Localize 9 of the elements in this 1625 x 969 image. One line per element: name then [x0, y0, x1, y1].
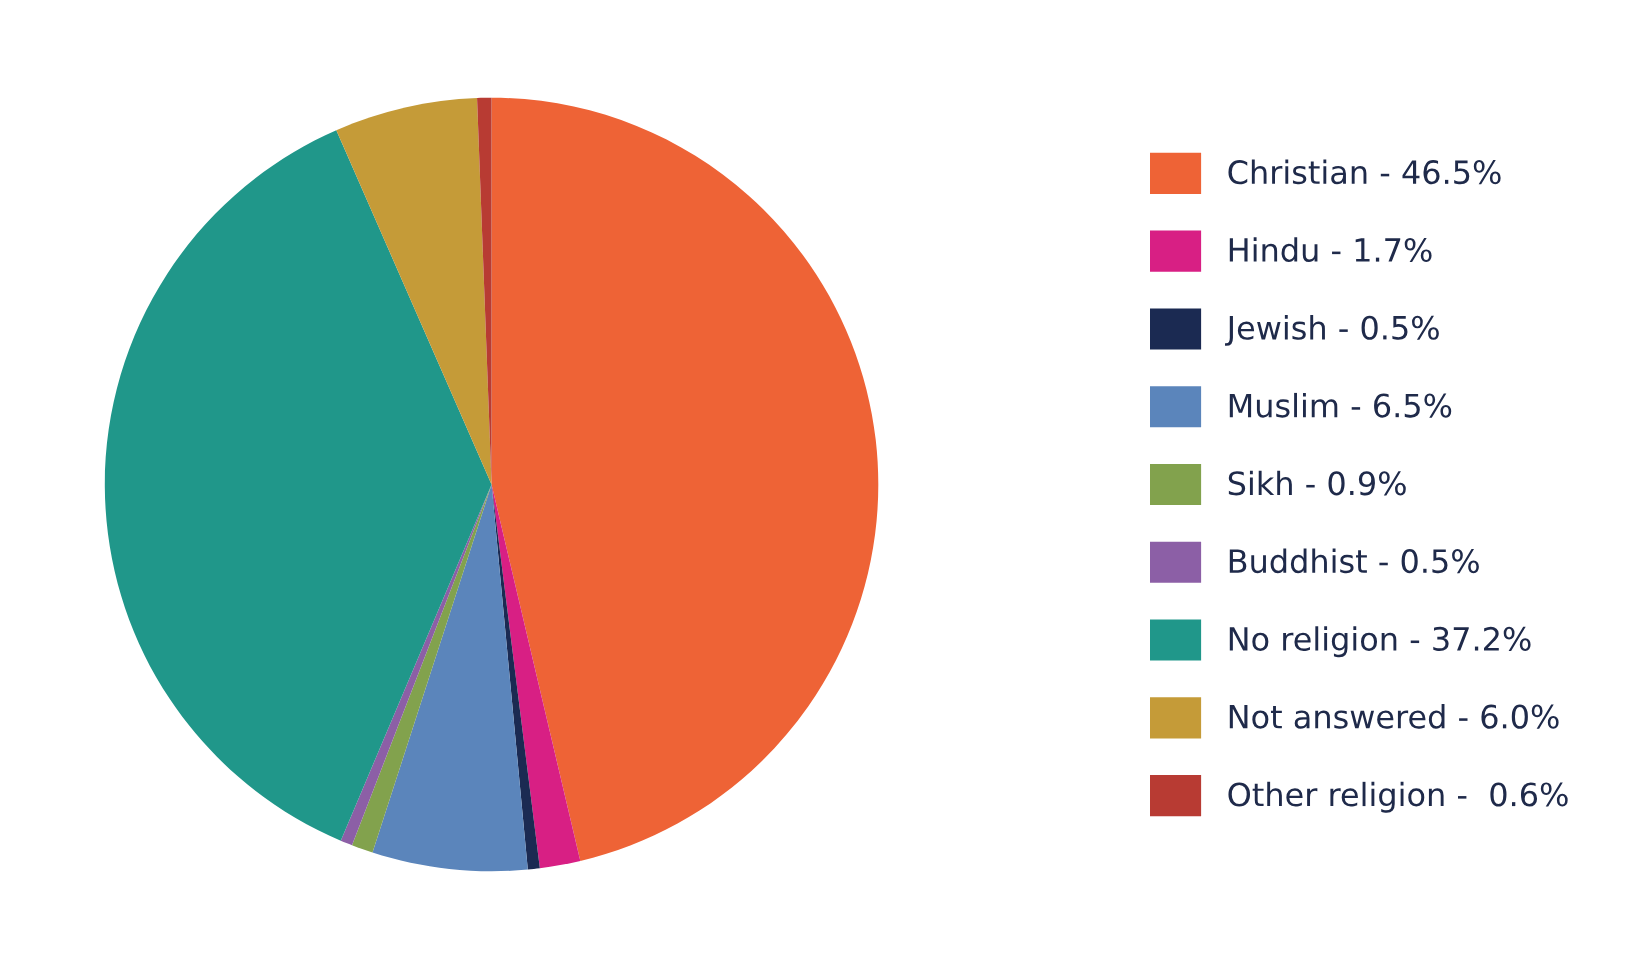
legend-label: Not answered - 6.0%	[1229, 704, 1559, 729]
legend-label: Sikh - 0.9%	[1228, 470, 1406, 496]
legend-label: No religion - 37.2%	[1229, 626, 1531, 658]
legend-label: Jewish - 0.5%	[1225, 315, 1439, 346]
legend-label: Buddhist - 0.5%	[1229, 548, 1479, 574]
legend-label: Hindu - 1.7%	[1229, 237, 1432, 263]
legend-label: Other religion - 0.6%	[1228, 781, 1568, 813]
legend-label: Christian - 46.5%	[1228, 159, 1501, 185]
legend-label: Muslim - 6.5%	[1229, 392, 1452, 418]
